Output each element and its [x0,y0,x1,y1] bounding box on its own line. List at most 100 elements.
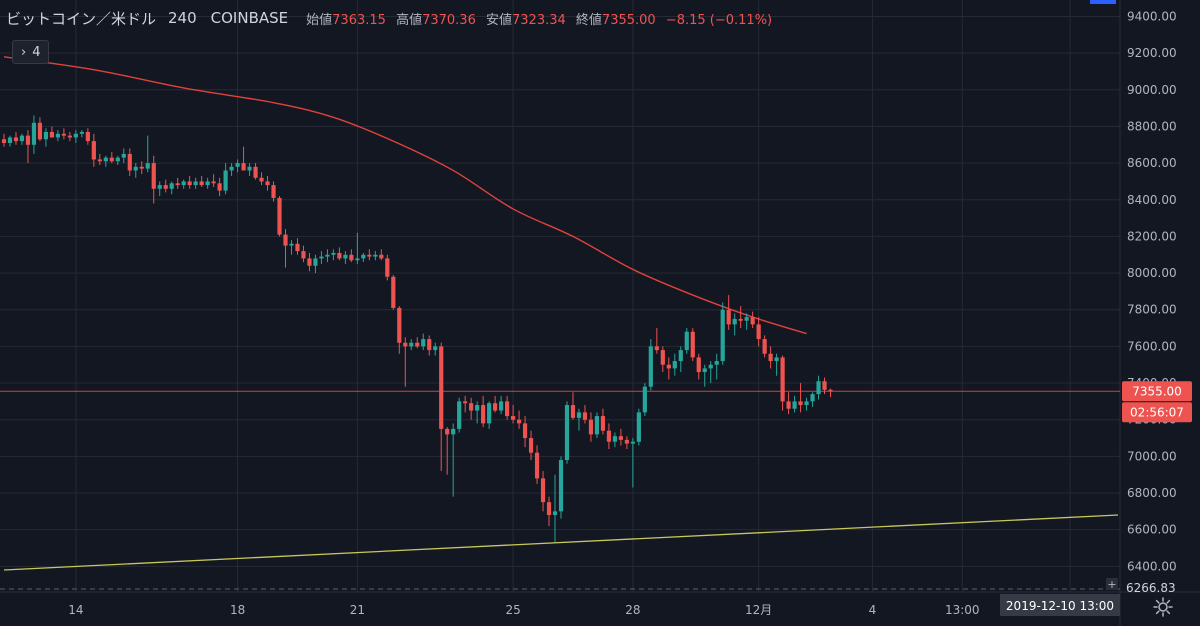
candle-down [756,324,761,340]
last-price-tag-bg [1122,381,1192,402]
y-tick-label: 6800.00 [1127,486,1177,500]
candle-down [546,502,552,516]
candle-down [510,416,516,420]
candle-down [570,405,576,418]
candle-down [175,183,180,186]
candle-down [798,401,803,406]
candle-up [576,412,582,418]
candle-up [708,364,713,369]
date-tag: 2019-12-10 13:00 [1006,599,1114,613]
chevron-right-icon: › [21,44,27,60]
candle-up [229,166,234,171]
moving-average-line [3,56,807,335]
candle-up [810,394,815,402]
candle-up [714,361,719,365]
change-value: −8.15 (−0.11%) [665,12,773,28]
candle-up [121,153,126,158]
candle-up [31,122,37,145]
candle-up [169,183,174,189]
candle-up [564,405,570,461]
candle-down [600,416,606,431]
candle-down [301,251,306,259]
candle-up [732,318,737,325]
y-tick-label: 8600.00 [1127,156,1177,170]
candle-up [457,401,462,429]
candle-down [666,364,671,369]
candle-up [103,157,108,162]
candle-down [385,258,390,277]
candle-down [163,185,168,189]
open-value: 7363.15 [332,12,386,28]
candle-down [516,419,522,424]
candle-down [624,439,629,444]
candle-up [43,131,49,140]
candle-down [768,353,773,362]
axis-scale-icon: + [1107,578,1116,591]
gear-icon[interactable] [1152,596,1174,618]
close-value: 7355.00 [601,12,656,28]
candle-down [427,339,432,351]
candle-up [720,309,725,362]
candle-down [91,141,96,160]
candle-down [391,276,396,308]
candle-down [151,163,156,189]
candle-up [133,166,138,171]
candle-down [277,197,282,235]
y-tick-label: 7000.00 [1127,449,1177,463]
candle-down [582,412,588,420]
candle-up [325,254,330,257]
candle-up [409,342,414,347]
indicator-toggle-button[interactable]: › 4 [12,40,50,64]
candle-down [61,133,66,136]
candle-down [337,252,342,259]
candle-down [660,350,665,365]
candle-down [618,436,623,440]
open-label: 始値 [306,12,333,28]
last-price-tag: 7355.00 [1132,384,1182,398]
y-tick-label: 8200.00 [1127,229,1177,243]
candle-down [187,181,192,186]
candle-up [361,254,366,259]
candle-down [481,405,486,424]
candle-down [271,185,276,198]
candle-down [1,139,7,143]
candle-down [49,131,55,138]
candle-down [505,401,510,417]
interval-label[interactable]: 240 [168,9,197,27]
accent-marker [1090,0,1116,4]
candle-up [247,166,252,171]
candle-up [7,137,13,143]
candle-down [97,159,102,162]
candle-down [211,181,216,184]
candle-up [475,405,480,411]
candle-down [439,346,444,429]
candle-down [259,177,264,182]
high-label: 高値 [396,12,423,28]
y-tick-label: 6600.00 [1127,523,1177,537]
candle-up [181,181,186,186]
symbol-name[interactable]: ビットコイン／米ドル [6,9,157,28]
y-tick-label: 8000.00 [1127,266,1177,280]
candle-up [223,170,228,191]
candle-up [355,258,360,261]
high-value: 7370.36 [422,12,476,28]
candle-up [792,401,797,409]
y-tick-label: 9400.00 [1127,9,1177,23]
candle-down [13,137,19,142]
y-tick-label: 8400.00 [1127,193,1177,207]
candle-down [241,163,246,171]
countdown-tag-bg [1122,402,1192,423]
candle-up [648,346,653,387]
y-tick-label: 7800.00 [1127,303,1177,317]
candle-up [672,361,677,369]
candle-up [421,339,426,347]
x-tick-label: 14 [68,603,83,617]
candle-down [127,153,132,171]
x-tick-label: 18 [230,603,245,617]
candle-down [67,135,72,138]
candle-up [744,317,749,321]
candle-down [463,401,468,404]
